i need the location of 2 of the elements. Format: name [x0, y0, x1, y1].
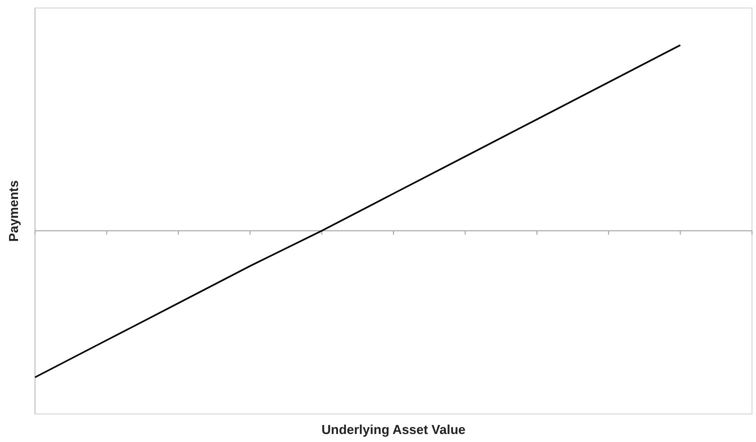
y-axis-title: Payments — [6, 180, 21, 242]
x-axis-title: Underlying Asset Value — [321, 422, 466, 437]
